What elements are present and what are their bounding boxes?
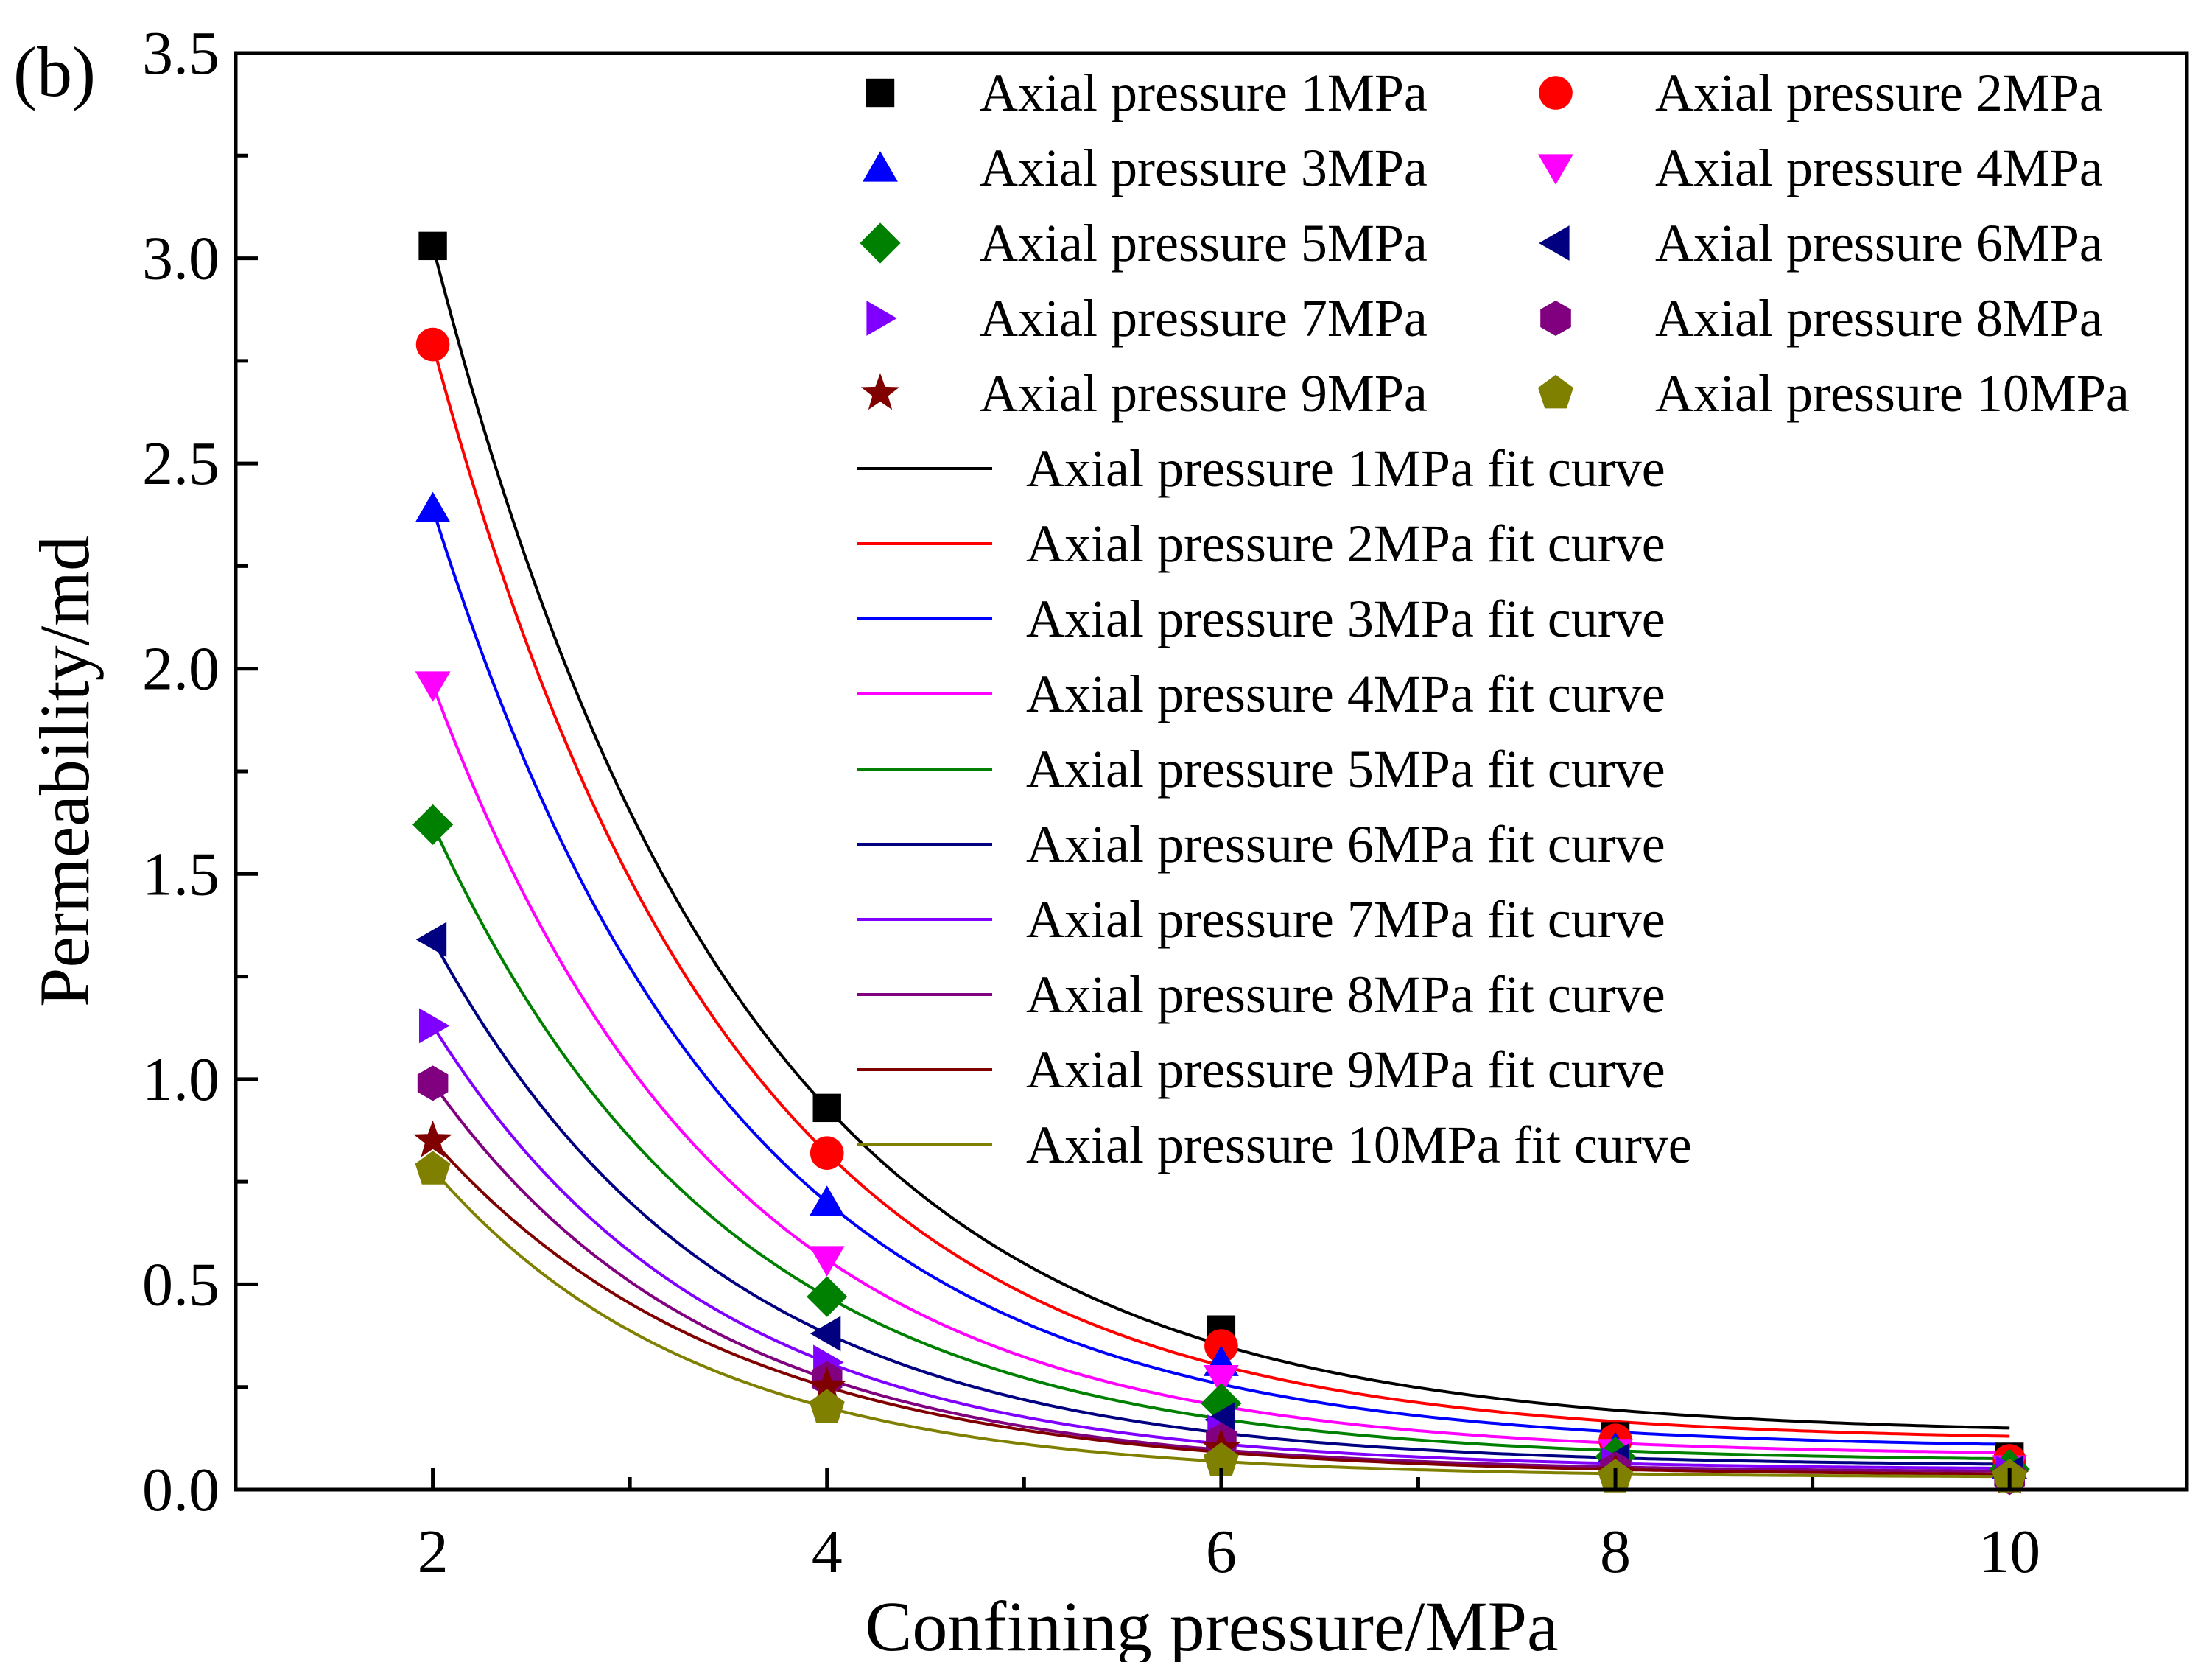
data-point (1204, 1365, 1239, 1396)
data-point (807, 1367, 846, 1403)
data-point (418, 231, 447, 261)
y-tick-label: 3.5 (142, 19, 220, 88)
data-point (415, 491, 451, 522)
legend-label: Axial pressure 4MPa (1655, 138, 2103, 197)
legend-label: Axial pressure 6MPa (1655, 214, 2103, 273)
legend-marker (866, 78, 895, 108)
legend-marker (1539, 76, 1573, 110)
y-tick-label: 1.5 (142, 840, 220, 908)
legend-marker (1538, 154, 1573, 185)
legend-fit-label: Axial pressure 7MPa fit curve (1026, 890, 1665, 949)
x-axis-label: Confining pressure/MPa (865, 1587, 1558, 1662)
legend-label: Axial pressure 5MPa (980, 214, 1428, 273)
data-point (809, 1185, 845, 1216)
data-point (415, 327, 450, 362)
legend-label: Axial pressure 2MPa (1655, 63, 2103, 122)
legend: Axial pressure 1MPa Axial pressure 2MPa Ax… (857, 63, 2130, 1174)
legend-fit-label: Axial pressure 10MPa fit curve (1026, 1115, 1692, 1174)
legend-marker (863, 151, 898, 182)
legend-marker (1538, 374, 1573, 409)
data-point (417, 1065, 449, 1101)
data-point (809, 1246, 845, 1277)
x-tick-label: 8 (1600, 1518, 1631, 1586)
y-tick-label: 2.5 (142, 429, 220, 498)
legend-label: Axial pressure 10MPa (1655, 364, 2130, 423)
data-point (413, 1120, 452, 1157)
data-point (812, 1093, 841, 1123)
panel-label: (b) (13, 32, 96, 111)
y-tick-label: 2.0 (142, 635, 220, 704)
legend-fit-label: Axial pressure 5MPa fit curve (1026, 740, 1665, 799)
legend-marker (860, 373, 900, 410)
y-tick-label: 1.0 (142, 1045, 220, 1114)
data-point (415, 1151, 451, 1185)
data-point (809, 1389, 845, 1423)
legend-label: Axial pressure 7MPa (980, 289, 1428, 348)
legend-fit-label: Axial pressure 9MPa fit curve (1026, 1040, 1665, 1099)
data-point (810, 1136, 844, 1170)
legend-fit-label: Axial pressure 4MPa fit curve (1026, 665, 1665, 723)
legend-fit-label: Axial pressure 3MPa fit curve (1026, 589, 1665, 648)
y-tick-label: 3.0 (142, 225, 220, 293)
legend-marker (866, 301, 897, 336)
legend-marker (1540, 301, 1571, 336)
legend-fit-label: Axial pressure 6MPa fit curve (1026, 815, 1665, 874)
data-point (810, 1316, 841, 1352)
legend-label: Axial pressure 8MPa (1655, 289, 2103, 348)
x-tick-label: 10 (1978, 1518, 2040, 1586)
legend-fit-label: Axial pressure 2MPa fit curve (1026, 514, 1665, 573)
legend-fit-label: Axial pressure 8MPa fit curve (1026, 965, 1665, 1024)
x-tick-label: 6 (1206, 1518, 1237, 1586)
y-tick-label: 0.5 (142, 1250, 220, 1319)
data-point (415, 671, 451, 702)
data-point (807, 1276, 848, 1317)
axis-ticks: 2 4 6 8 10 0.0 0.5 1.0 1.5 2.0 2.5 3.0 3.5 (142, 19, 2040, 1586)
y-tick-label: 0.0 (142, 1456, 220, 1524)
y-axis-label: Permeability/md (25, 536, 104, 1007)
data-point (412, 804, 454, 845)
data-point (1203, 1442, 1239, 1476)
data-point (415, 922, 447, 958)
x-tick-label: 4 (812, 1518, 843, 1586)
legend-marker (860, 222, 901, 264)
data-point (419, 1008, 450, 1044)
legend-label: Axial pressure 3MPa (980, 138, 1428, 197)
legend-fit-label: Axial pressure 1MPa fit curve (1026, 439, 1665, 498)
legend-marker (1539, 225, 1570, 261)
x-tick-label: 2 (418, 1518, 449, 1586)
legend-label: Axial pressure 9MPa (980, 364, 1428, 423)
legend-label: Axial pressure 1MPa (980, 63, 1428, 122)
